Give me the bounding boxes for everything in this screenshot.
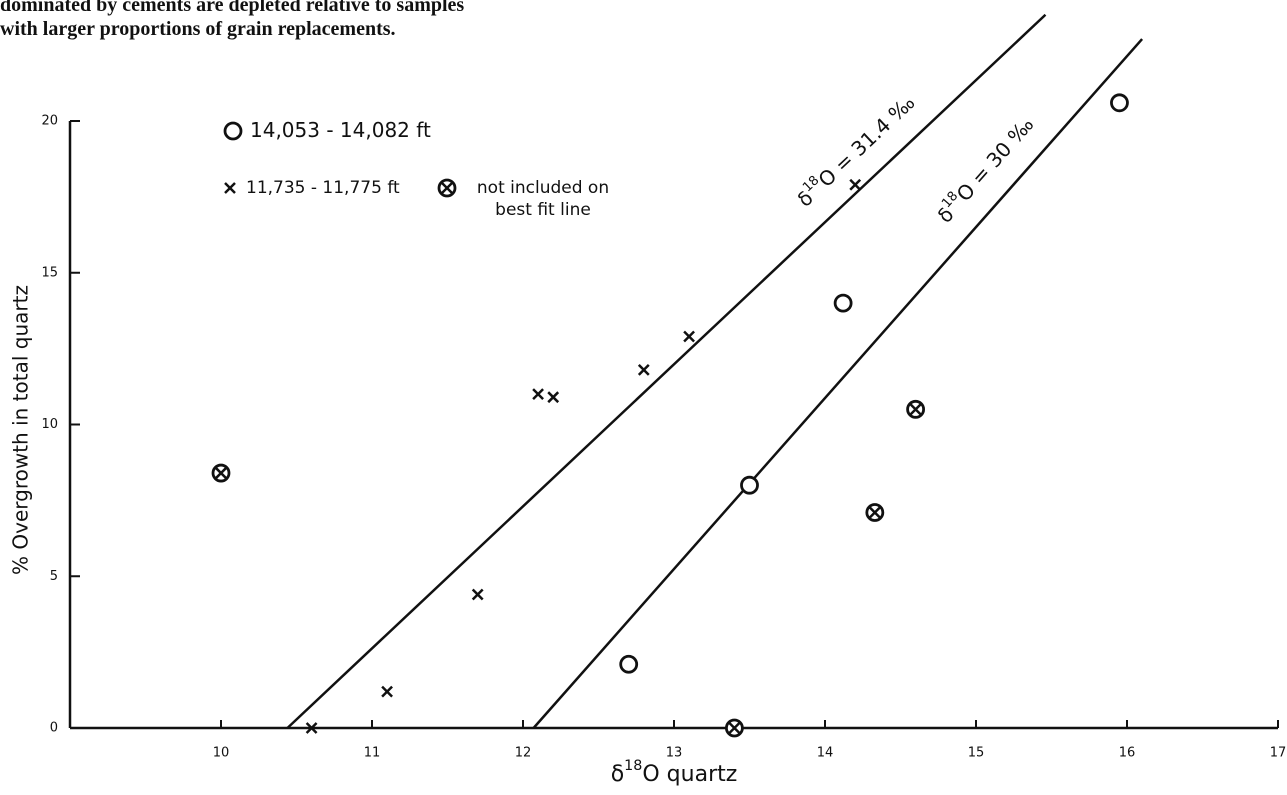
legend-symbol bbox=[224, 182, 236, 194]
legend-symbol bbox=[437, 178, 457, 198]
y-tick-label: 5 bbox=[50, 569, 58, 584]
legend-label: 11,735 - 11,775 ft bbox=[246, 178, 400, 198]
point bbox=[305, 722, 318, 734]
point bbox=[849, 178, 862, 191]
y-axis-label: % Overgrowth in total quartz bbox=[9, 285, 33, 575]
point bbox=[471, 588, 484, 601]
point bbox=[740, 475, 759, 495]
legend-label: 14,053 - 14,082 ft bbox=[250, 118, 431, 142]
point-x bbox=[683, 330, 695, 343]
line-label: δ18O = 30 ‰ bbox=[931, 111, 1038, 228]
point-circle bbox=[833, 293, 853, 313]
caption-line: with larger proportions of grain replace… bbox=[0, 18, 396, 40]
point-x bbox=[728, 722, 741, 734]
y-tick-label: 10 bbox=[41, 417, 58, 432]
line-label-text: O = 30 ‰ bbox=[951, 112, 1038, 206]
fit-line bbox=[532, 38, 1144, 729]
point bbox=[833, 293, 853, 313]
fit-line bbox=[286, 13, 1047, 729]
x-tick-label: 12 bbox=[515, 746, 532, 761]
point-x bbox=[441, 182, 453, 194]
point bbox=[683, 330, 695, 343]
x-tick-label: 15 bbox=[968, 746, 985, 761]
point-x bbox=[305, 722, 318, 734]
point bbox=[532, 388, 544, 401]
point bbox=[906, 399, 925, 419]
point bbox=[211, 463, 231, 483]
point-x bbox=[868, 506, 881, 519]
x-axis-label-sup: 18 bbox=[624, 758, 642, 774]
x-tick-label: 11 bbox=[364, 746, 381, 761]
point bbox=[547, 391, 560, 404]
point-x bbox=[637, 363, 650, 376]
x-axis-label-text: O quartz bbox=[642, 762, 737, 787]
point-x bbox=[215, 467, 227, 479]
point-x bbox=[381, 685, 393, 698]
x-axis-label-symbol: δ bbox=[611, 762, 624, 787]
legend-symbol bbox=[223, 121, 243, 141]
line-label-text: O = 31.4 ‰ bbox=[813, 90, 919, 192]
y-tick-label: 0 bbox=[50, 721, 58, 736]
point-x bbox=[547, 391, 560, 404]
legend-label: not included on best fit line bbox=[476, 178, 610, 220]
point bbox=[637, 363, 650, 376]
point-x bbox=[909, 403, 922, 416]
point bbox=[381, 685, 393, 698]
point-x bbox=[849, 178, 862, 191]
point bbox=[619, 654, 639, 674]
x-tick-label: 13 bbox=[666, 746, 683, 761]
point bbox=[1110, 93, 1129, 113]
point-circle bbox=[223, 121, 243, 141]
point-circle bbox=[740, 475, 759, 495]
x-tick-label: 16 bbox=[1119, 746, 1136, 761]
point bbox=[725, 718, 744, 738]
point-circle bbox=[1110, 93, 1129, 113]
point bbox=[865, 503, 885, 522]
y-tick-label: 20 bbox=[41, 114, 58, 129]
caption-line: dominated by cements are depleted relati… bbox=[0, 0, 465, 16]
x-tick-label: 10 bbox=[213, 746, 230, 761]
y-tick-label: 15 bbox=[41, 265, 58, 280]
point-x bbox=[471, 588, 484, 601]
x-axis-label: δ18O quartz bbox=[611, 758, 738, 787]
point-x bbox=[532, 388, 544, 401]
point-x bbox=[224, 182, 236, 194]
x-tick-label: 17 bbox=[1270, 746, 1287, 761]
point-circle bbox=[619, 654, 639, 674]
x-tick-label: 14 bbox=[817, 746, 834, 761]
